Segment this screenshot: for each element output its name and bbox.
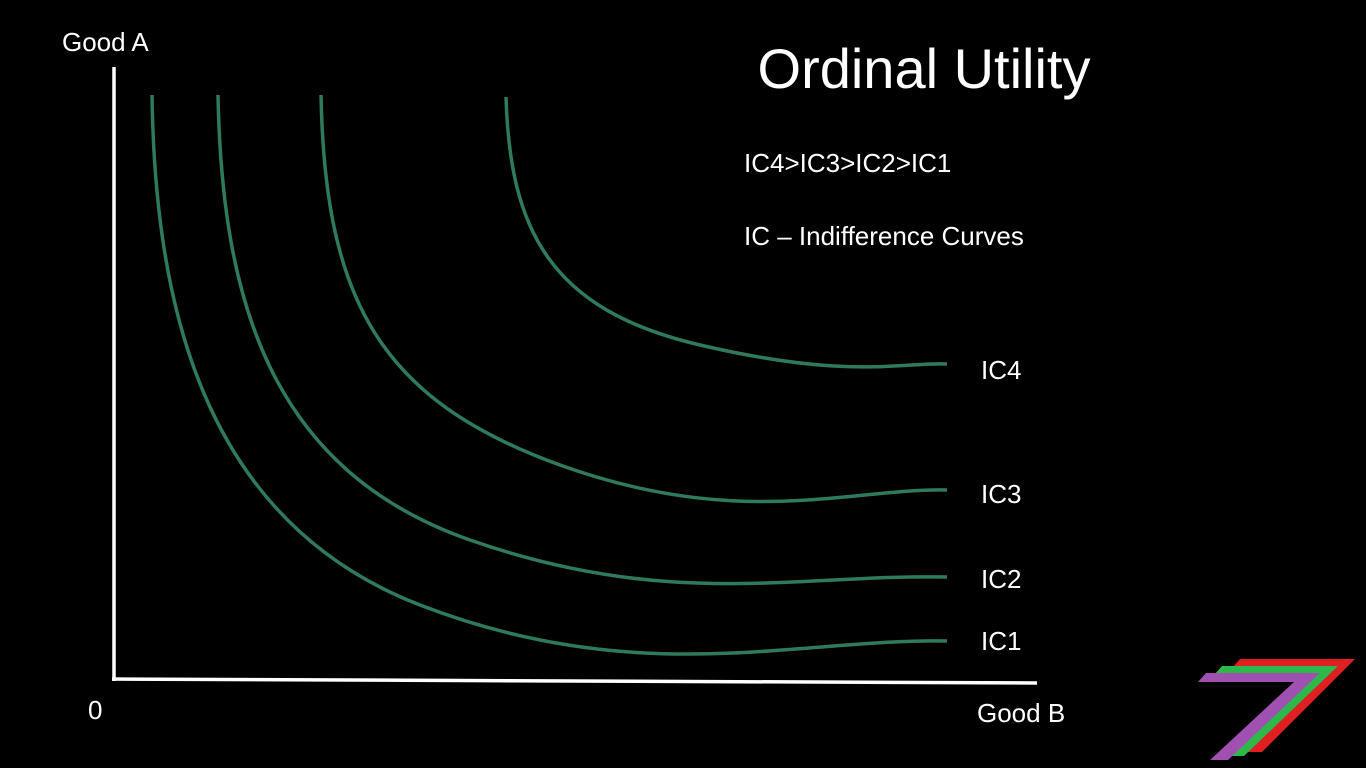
logo [1198,659,1355,760]
definition-note: IC – Indifference Curves [744,221,1024,251]
y-axis-label: Good A [62,27,149,57]
logo-stripe [1198,673,1320,760]
x-axis [111,677,1038,685]
x-axis-label: Good B [977,698,1065,728]
indifference-curve [216,94,948,586]
indifference-curve [150,94,948,656]
origin-label: 0 [88,695,102,725]
curve-label: IC4 [981,355,1021,385]
curve-label: IC1 [981,626,1021,656]
curve-label: IC2 [981,564,1021,594]
slide-title: Ordinal Utility [758,37,1091,100]
indifference-curve [504,96,948,369]
curve-label: IC3 [981,479,1021,509]
indifference-curve [319,94,948,504]
ranking-note: IC4>IC3>IC2>IC1 [744,148,951,178]
